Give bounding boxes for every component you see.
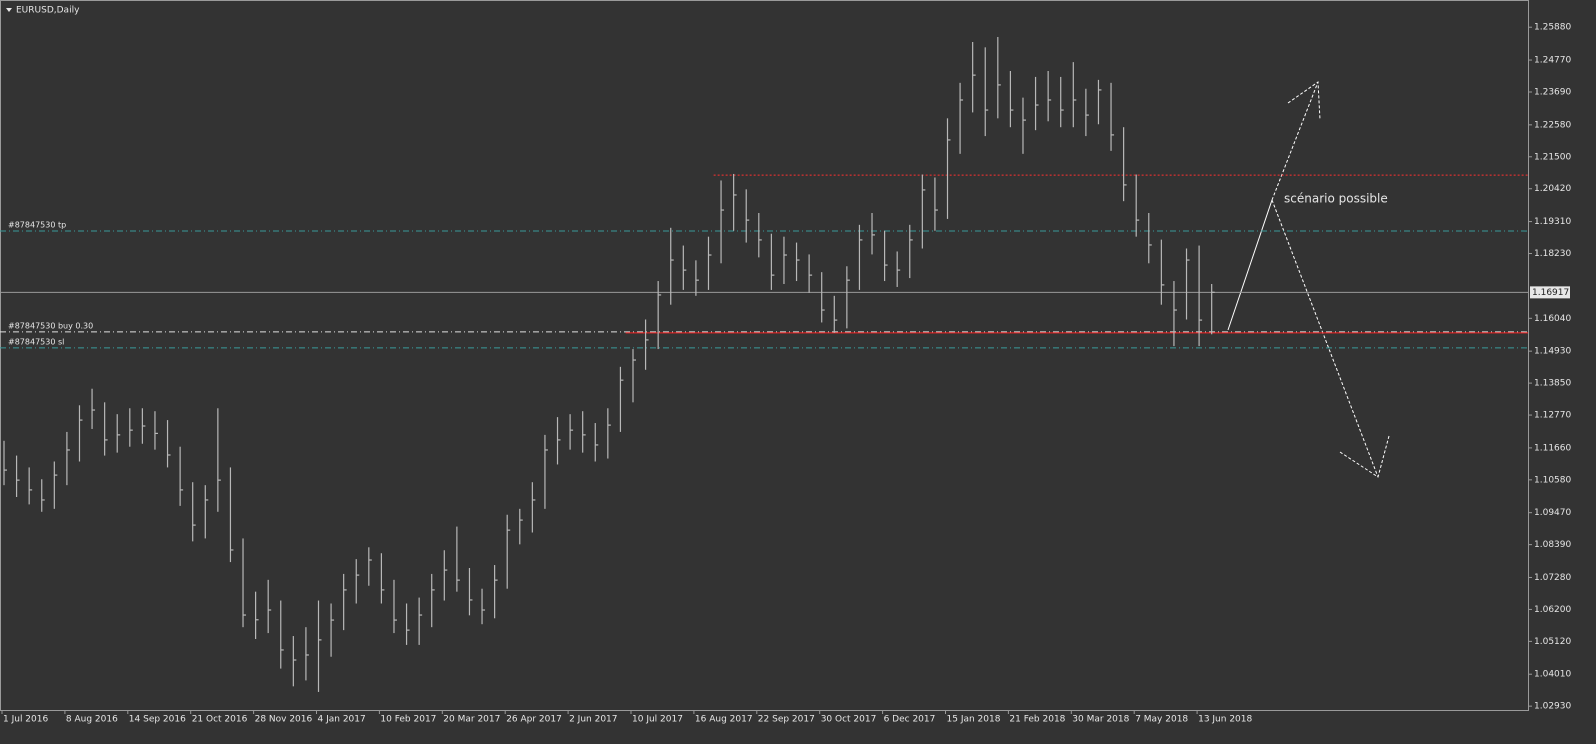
y-tick-label: 1.14930 [1534,347,1571,357]
scenario-arrows [1227,81,1390,478]
x-tick-label: 7 May 2018 [1135,715,1188,725]
menu-arrow[interactable] [6,8,12,12]
x-tick-label: 10 Jul 2017 [632,715,683,725]
y-tick-label: 1.18230 [1534,249,1571,259]
y-tick-label: 1.13850 [1534,379,1571,389]
chart-title: EURUSD,Daily [16,6,80,16]
y-tick-label: 1.20420 [1534,184,1571,194]
y-tick-label: 1.24770 [1534,56,1571,66]
y-tick-label: 1.10580 [1534,475,1571,485]
y-tick-label: 1.08390 [1534,540,1571,550]
y-tick-label: 1.12770 [1534,411,1571,421]
x-tick-label: 21 Feb 2018 [1009,715,1065,725]
level-label: #87847530 sl [8,337,64,346]
y-tick-label: 1.09470 [1534,508,1571,518]
x-tick-label: 21 Oct 2016 [192,715,248,725]
x-tick-label: 30 Mar 2018 [1072,715,1129,725]
x-tick-label: 16 Aug 2017 [695,715,753,725]
y-tick-label: 1.25880 [1534,23,1571,33]
y-tick-label: 1.23690 [1534,88,1571,98]
current-price-label: 1.16917 [1532,288,1569,298]
x-tick-label: 30 Oct 2017 [821,715,877,725]
level-label: #87847530 tp [8,221,66,230]
y-tick-label: 1.22580 [1534,120,1571,130]
x-tick-label: 14 Sep 2016 [129,715,186,725]
x-tick-label: 8 Aug 2016 [66,715,118,725]
x-tick-label: 4 Jan 2017 [318,715,366,725]
plot-border [0,0,1529,711]
scenario-down-head [1339,435,1390,478]
y-tick-label: 1.11660 [1534,443,1571,453]
x-tick-label: 28 Nov 2016 [255,715,313,725]
y-tick-label: 1.21500 [1534,152,1571,162]
level-label: #87847530 buy 0.30 [8,321,93,330]
scenario-down-dash [1271,199,1379,478]
y-tick-label: 1.19310 [1534,217,1571,227]
y-tick-label: 1.05120 [1534,637,1571,647]
x-tick-label: 1 Jul 2016 [3,715,48,725]
x-tick-label: 13 Jun 2018 [1198,715,1252,725]
y-tick-label: 1.06200 [1534,605,1571,615]
y-tick-label: 1.04010 [1534,670,1571,680]
x-tick-label: 2 Jun 2017 [569,715,617,725]
scenario-up-head [1287,81,1321,121]
x-tick-label: 26 Apr 2017 [506,715,562,725]
x-tick-label: 22 Sep 2017 [758,715,815,725]
y-tick-label: 1.07280 [1534,573,1571,583]
x-tick-label: 15 Jan 2018 [947,715,1001,725]
x-tick-label: 20 Mar 2017 [443,715,500,725]
x-tick-label: 10 Feb 2017 [380,715,436,725]
y-tick-label: 1.16040 [1534,314,1571,324]
current-price-box [1530,286,1570,299]
annotation: scénario possible [1284,192,1388,206]
scenario-up-line [1227,199,1273,331]
x-tick-label: 6 Dec 2017 [884,715,936,725]
y-tick-label: 1.02930 [1534,702,1571,712]
scenario-up-dash [1271,81,1319,201]
